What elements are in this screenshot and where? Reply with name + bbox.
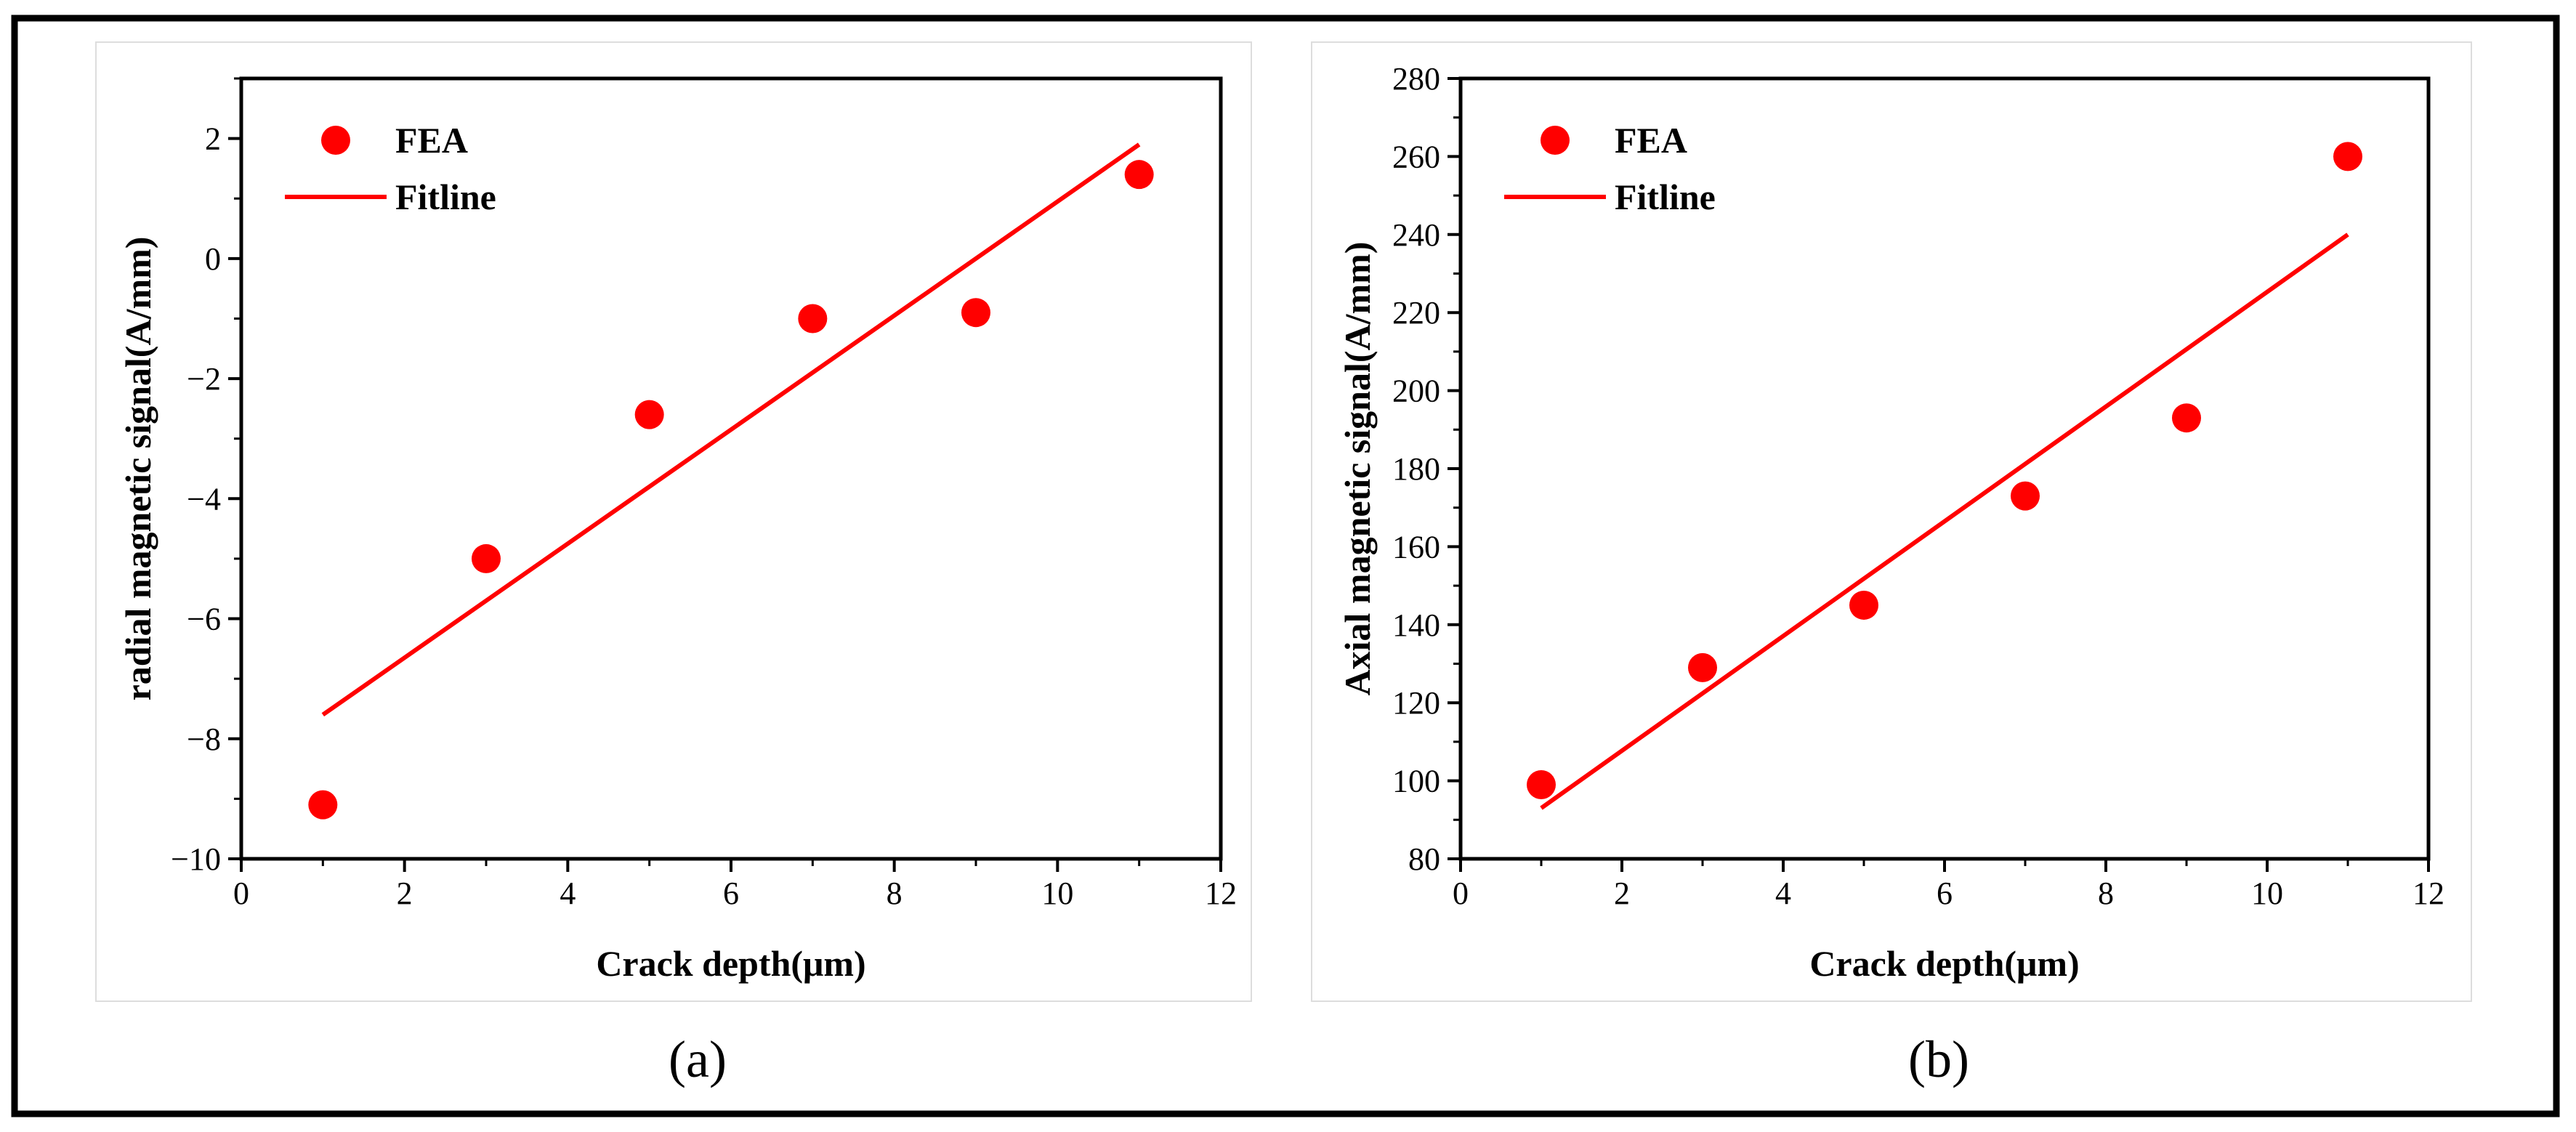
fea-point <box>2333 142 2362 171</box>
x-tick-label: 12 <box>1205 876 1237 911</box>
fea-point <box>1527 769 1556 799</box>
y-tick-label: −10 <box>171 841 221 877</box>
y-tick-label: 240 <box>1392 217 1440 253</box>
y-tick-label: 260 <box>1392 139 1440 174</box>
legend-label: FEA <box>395 120 468 161</box>
panel-caption: (b) <box>1908 1030 1969 1088</box>
y-tick-label: −8 <box>187 721 221 757</box>
x-tick-label: 10 <box>2251 876 2283 911</box>
x-tick-label: 10 <box>1041 876 1073 911</box>
y-tick-label: 160 <box>1392 529 1440 565</box>
x-tick-label: 4 <box>560 876 576 911</box>
x-tick-label: 0 <box>233 876 249 911</box>
x-tick-label: 2 <box>1614 876 1630 911</box>
legend-label: Fitline <box>395 177 496 217</box>
y-tick-label: 140 <box>1392 607 1440 643</box>
y-tick-label: 2 <box>205 121 221 157</box>
fea-point <box>2172 403 2201 433</box>
y-tick-label: −2 <box>187 361 221 397</box>
fea-point <box>1124 160 1154 190</box>
x-tick-label: 6 <box>723 876 739 911</box>
fea-point <box>472 543 501 573</box>
x-tick-label: 8 <box>887 876 903 911</box>
x-axis-label: Crack depth(μm) <box>1809 943 2079 984</box>
legend-marker-fea <box>1541 126 1570 155</box>
fea-point <box>961 298 990 328</box>
fea-point <box>1688 652 1717 682</box>
x-tick-label: 8 <box>2098 876 2114 911</box>
chart-panel-a: 0 2 4 6 8 10 12 −10 −8 −6 −4 −2 0 2 Crack depth(μm) rad… <box>95 41 1252 1088</box>
y-axis-label: Axial magnetic signal(A/mm) <box>1337 242 1378 696</box>
fea-point <box>634 400 664 429</box>
y-tick-label: 280 <box>1392 61 1440 97</box>
legend-label: Fitline <box>1615 177 1716 217</box>
y-tick-label: 180 <box>1392 451 1440 487</box>
legend-label: FEA <box>1615 120 1687 161</box>
fea-point <box>308 790 338 820</box>
y-tick-label: 120 <box>1392 685 1440 721</box>
y-tick-label: 220 <box>1392 295 1440 331</box>
fitline <box>1540 233 2349 810</box>
x-axis-label: Crack depth(μm) <box>596 943 865 984</box>
y-tick-label: −4 <box>187 481 221 517</box>
legend-marker-fea <box>321 126 350 155</box>
panel-caption: (a) <box>669 1030 727 1088</box>
x-tick-label: 4 <box>1775 876 1791 911</box>
fea-point <box>2011 481 2040 511</box>
panel-background <box>1311 41 2472 1002</box>
y-tick-label: −6 <box>187 602 221 637</box>
y-tick-label: 80 <box>1408 841 1440 877</box>
y-tick-label: 100 <box>1392 764 1440 799</box>
chart-panel-b: 0 2 4 6 8 10 12 80 100 120 140 160 180 200 220 240 260 28… <box>1311 41 2472 1088</box>
y-tick-label: 200 <box>1392 373 1440 409</box>
fea-point <box>798 304 828 333</box>
y-tick-label: 0 <box>205 241 221 277</box>
x-tick-label: 2 <box>397 876 413 911</box>
x-tick-label: 6 <box>1937 876 1953 911</box>
fitline <box>321 142 1141 717</box>
x-tick-label: 12 <box>2413 876 2444 911</box>
fea-point <box>1849 590 1878 620</box>
figure-frame <box>11 15 2560 1117</box>
x-tick-label: 0 <box>1453 876 1469 911</box>
y-axis-label: radial magnetic signal(A/mm) <box>118 237 158 701</box>
